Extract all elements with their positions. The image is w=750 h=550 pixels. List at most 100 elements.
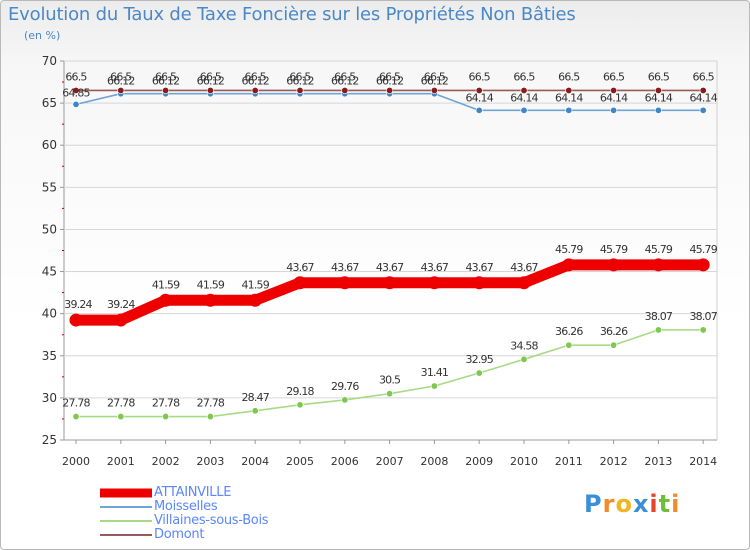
data-point [475, 86, 483, 94]
data-point [517, 276, 531, 290]
data-point [430, 382, 438, 390]
data-label: 43.67 [286, 261, 314, 274]
x-tick-label: 2009 [465, 455, 493, 468]
data-point [386, 86, 394, 94]
data-label: 39.24 [64, 298, 92, 311]
data-label: 64.85 [62, 86, 90, 99]
legend-label-domont: Domont [154, 527, 205, 542]
data-label: 66.5 [603, 70, 625, 83]
x-tick-label: 2003 [196, 455, 224, 468]
data-label: 66.12 [241, 75, 269, 88]
legend-swatch-moisselles [100, 506, 152, 508]
data-label: 66.5 [245, 70, 267, 83]
data-label: 41.59 [152, 278, 180, 291]
legend-item-moisselles: Moisselles [100, 500, 268, 514]
y-tick-label: 25 [42, 433, 57, 447]
data-point [69, 313, 83, 327]
y-tick-label: 30 [42, 391, 57, 405]
data-point [475, 106, 483, 114]
data-point [472, 276, 486, 290]
data-label: 43.67 [421, 261, 449, 274]
x-tick-label: 2012 [600, 455, 628, 468]
data-point [562, 258, 576, 272]
data-label: 66.12 [421, 75, 449, 88]
data-label: 64.14 [510, 91, 538, 104]
data-point [610, 341, 618, 349]
data-label: 66.5 [693, 70, 715, 83]
data-point [520, 86, 528, 94]
data-label: 27.78 [107, 397, 135, 410]
data-label: 66.5 [110, 70, 132, 83]
y-tick-label: 50 [42, 222, 57, 236]
data-label: 66.12 [197, 75, 225, 88]
x-tick-label: 2000 [62, 455, 90, 468]
data-label: 41.59 [241, 278, 269, 291]
data-point [296, 86, 304, 94]
data-point [162, 86, 170, 94]
data-label: 66.5 [65, 70, 87, 83]
logo-letter: P [584, 490, 603, 518]
data-label: 43.67 [331, 261, 359, 274]
y-tick-label: 45 [42, 265, 57, 279]
data-point [72, 86, 80, 94]
data-label: 28.47 [241, 391, 269, 404]
data-point [475, 369, 483, 377]
data-point [520, 355, 528, 363]
y-tick-label: 35 [42, 349, 57, 363]
x-tick-label: 2014 [689, 455, 717, 468]
proxiti-logo: Proxiti [584, 490, 680, 518]
data-label: 66.12 [286, 75, 314, 88]
data-label: 43.67 [376, 261, 404, 274]
x-tick-label: 2005 [286, 455, 314, 468]
data-point [248, 293, 262, 307]
data-label: 38.07 [689, 310, 717, 323]
data-point [72, 413, 80, 421]
data-label: 66.5 [379, 70, 401, 83]
data-point [114, 313, 128, 327]
data-label: 27.78 [197, 397, 225, 410]
x-tick-label: 2007 [376, 455, 404, 468]
data-point [696, 258, 710, 272]
data-point [565, 86, 573, 94]
data-point [293, 276, 307, 290]
legend-swatch-attainville [100, 488, 152, 498]
data-label: 64.14 [600, 91, 628, 104]
data-label: 34.58 [510, 339, 538, 352]
data-label: 66.12 [376, 75, 404, 88]
data-point [427, 276, 441, 290]
data-point [338, 276, 352, 290]
data-label: 66.5 [155, 70, 177, 83]
legend-swatch-villaines [100, 520, 152, 522]
logo-letter: x [632, 490, 650, 518]
y-tick-label: 40 [42, 307, 57, 321]
data-label: 45.79 [689, 243, 717, 256]
x-tick-label: 2004 [241, 455, 269, 468]
legend-label-moisselles: Moisselles [154, 499, 218, 514]
y-tick-label: 60 [42, 138, 57, 152]
data-point [162, 413, 170, 421]
data-point [520, 106, 528, 114]
data-label: 66.5 [200, 70, 222, 83]
data-point [430, 86, 438, 94]
data-label: 30.5 [379, 374, 401, 387]
data-point [699, 106, 707, 114]
y-tick-label: 65 [42, 96, 57, 110]
data-label: 66.5 [334, 70, 356, 83]
logo-letter: o [615, 490, 633, 518]
data-label: 66.5 [648, 70, 670, 83]
legend: ATTAINVILLE Moisselles Villaines-sous-Bo… [100, 486, 269, 542]
logo-letter: r [602, 490, 616, 518]
data-point [206, 413, 214, 421]
data-label: 66.5 [558, 70, 580, 83]
data-point [383, 276, 397, 290]
data-label: 36.26 [555, 325, 583, 338]
data-point [607, 258, 621, 272]
data-point [341, 396, 349, 404]
data-label: 66.12 [331, 75, 359, 88]
data-point [654, 86, 662, 94]
legend-item-attainville: ATTAINVILLE [100, 486, 268, 500]
data-label: 64.14 [465, 91, 493, 104]
x-tick-label: 2010 [510, 455, 538, 468]
data-point [206, 86, 214, 94]
